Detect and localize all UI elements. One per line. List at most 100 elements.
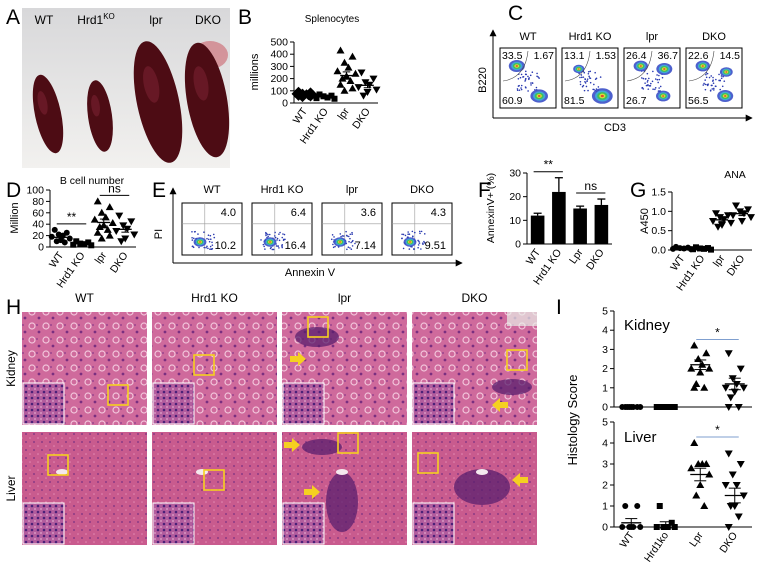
event-dot	[346, 248, 348, 251]
data-point	[121, 235, 130, 243]
data-point	[744, 206, 752, 214]
data-point	[333, 67, 342, 75]
event-dot	[413, 231, 416, 234]
event-dot	[402, 247, 405, 250]
event-dot	[530, 82, 532, 84]
event-dot	[213, 236, 216, 239]
event-dot	[712, 82, 715, 85]
event-dot	[283, 233, 286, 236]
y-tick-label: 0	[515, 239, 521, 251]
event-dot	[276, 237, 279, 240]
event-dot	[650, 82, 652, 85]
event-dot	[642, 77, 645, 80]
panel-letter: G	[630, 179, 646, 202]
event-dot	[191, 239, 194, 241]
photo-label: WT	[35, 13, 54, 27]
event-dot	[718, 73, 720, 76]
event-dot	[584, 82, 587, 84]
event-dot	[516, 88, 519, 90]
event-dot	[275, 245, 278, 247]
data-point	[66, 235, 73, 242]
event-dot	[580, 74, 583, 76]
data-point	[346, 77, 355, 85]
event-dot	[710, 75, 713, 77]
y-tick-label: 4	[602, 438, 608, 450]
event-dot	[345, 234, 348, 237]
x-tick-label: WT	[618, 529, 638, 550]
label-text: WT	[35, 13, 54, 27]
quadrant-value: 3.6	[361, 207, 376, 219]
event-dot	[345, 230, 347, 233]
flow-plot-label: Hrd1 KO	[569, 31, 612, 43]
y-tick-label: 3	[602, 459, 608, 471]
event-dot	[260, 239, 262, 241]
inset	[152, 382, 195, 425]
data-point	[336, 80, 345, 88]
event-dot	[411, 230, 414, 233]
data-point	[363, 89, 372, 97]
quadrant-value: 33.5	[502, 50, 523, 62]
panel-letter: A	[6, 6, 20, 29]
flow-plot	[623, 47, 681, 109]
event-dot	[264, 248, 266, 250]
data-point	[714, 223, 722, 231]
data-point	[127, 218, 136, 226]
event-dot	[525, 73, 528, 76]
density	[577, 68, 580, 70]
y-tick-label: 10	[509, 215, 521, 227]
event-dot	[265, 233, 267, 235]
event-dot	[209, 238, 212, 241]
data-point	[730, 388, 739, 396]
column-label: lpr	[338, 291, 351, 305]
data-point	[359, 92, 368, 100]
y-axis-label: Million	[9, 202, 21, 233]
y-tick-label: 200	[270, 73, 288, 85]
event-dot	[209, 248, 211, 250]
error-bar	[576, 205, 585, 209]
event-dot	[408, 248, 411, 250]
data-point	[700, 502, 709, 509]
y-tick-label: 4	[602, 325, 608, 337]
data-point	[700, 383, 709, 391]
quadrant-value: 26.4	[626, 50, 647, 62]
event-dot	[647, 84, 649, 86]
event-dot	[420, 230, 423, 233]
inset	[412, 502, 455, 545]
y-tick-label: 500	[270, 37, 288, 49]
capsule-edge	[507, 312, 537, 326]
event-dot	[720, 77, 723, 80]
event-dot	[333, 236, 335, 238]
event-dot	[579, 80, 582, 83]
event-dot	[721, 85, 724, 88]
event-dot	[331, 234, 334, 236]
event-dot	[585, 85, 588, 88]
significance-label: **	[544, 158, 554, 172]
event-dot	[402, 233, 405, 236]
event-dot	[408, 233, 411, 236]
event-dot	[207, 247, 209, 250]
sem-bar	[718, 217, 726, 222]
event-dot	[407, 233, 409, 235]
event-dot	[599, 76, 602, 78]
quadrant-value: 1.53	[596, 50, 617, 62]
panel-letter: H	[6, 296, 21, 319]
sem-bar	[363, 82, 372, 89]
event-dot	[191, 245, 194, 248]
data-point	[48, 233, 55, 240]
data-point	[664, 524, 671, 530]
axis-label: Annexin V	[285, 267, 336, 279]
density	[537, 95, 541, 97]
density	[663, 68, 666, 70]
quadrant-value: 26.7	[626, 95, 647, 107]
event-dot	[351, 231, 353, 234]
event-dot	[535, 86, 538, 89]
event-dot	[351, 233, 353, 236]
data-point	[738, 218, 746, 225]
data-point	[690, 383, 699, 391]
sem-bar	[659, 521, 672, 529]
flow-plot-label: DKO	[702, 31, 726, 43]
event-dot	[527, 75, 529, 78]
event-dot	[423, 233, 426, 235]
y-tick-label: 20	[509, 191, 521, 203]
